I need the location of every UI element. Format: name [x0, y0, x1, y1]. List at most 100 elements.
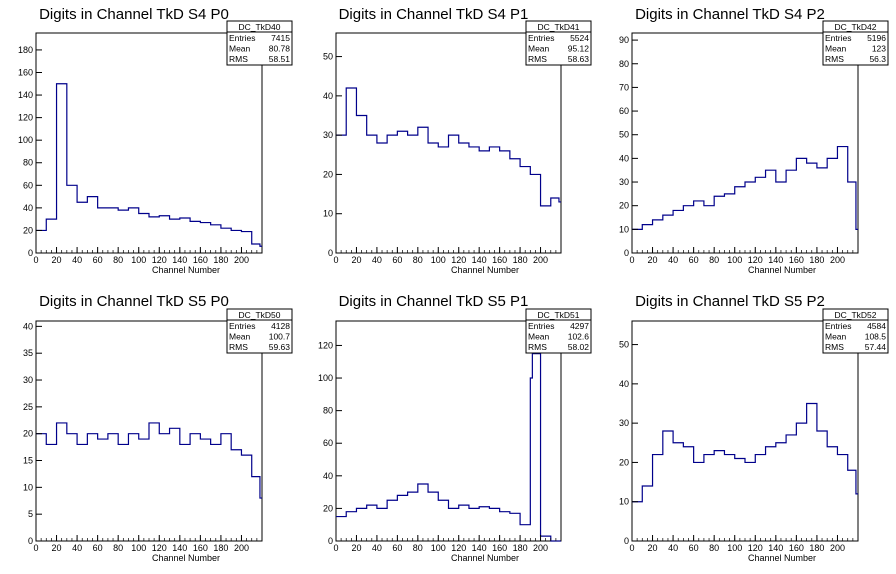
data-series-line [336, 87, 561, 207]
stats-label-mean: Mean [229, 332, 251, 342]
stats-value-mean: 100.7 [269, 332, 291, 342]
data-series-line [36, 422, 262, 499]
x-tick-label: 160 [492, 543, 507, 553]
x-tick-label: 200 [234, 255, 249, 265]
x-tick-label: 60 [689, 255, 699, 265]
x-tick-label: 80 [113, 543, 123, 553]
x-tick-label: 120 [748, 543, 763, 553]
x-tick-label: 0 [629, 543, 634, 553]
x-tick-label: 120 [451, 543, 466, 553]
y-tick-label: 20 [619, 457, 629, 467]
stats-value-mean: 123 [872, 44, 886, 54]
x-tick-label: 80 [709, 255, 719, 265]
y-tick-label: 50 [619, 130, 629, 140]
x-tick-label: 80 [413, 255, 423, 265]
x-tick-label: 200 [533, 543, 548, 553]
x-tick-label: 40 [668, 543, 678, 553]
chart-title: Digits in Channel TkD S5 P1 [339, 293, 529, 310]
y-tick-label: 35 [23, 348, 33, 358]
y-tick-label: 40 [323, 471, 333, 481]
x-tick-label: 140 [172, 255, 187, 265]
stats-name: DC_TkD52 [834, 310, 876, 320]
y-tick-label: 0 [328, 248, 333, 258]
y-tick-label: 40 [323, 91, 333, 101]
y-tick-label: 15 [23, 456, 33, 466]
stats-value-mean: 108.5 [865, 332, 887, 342]
stats-value-rms: 57.44 [865, 342, 887, 352]
chart-title: Digits in Channel TkD S5 P0 [39, 293, 229, 310]
x-tick-label: 100 [131, 255, 146, 265]
x-tick-label: 60 [93, 255, 103, 265]
y-tick-label: 20 [323, 169, 333, 179]
x-tick-label: 100 [431, 255, 446, 265]
y-tick-label: 140 [18, 90, 33, 100]
y-tick-label: 80 [23, 158, 33, 168]
x-tick-label: 120 [451, 255, 466, 265]
stats-box [822, 308, 889, 354]
chart-title: Digits in Channel TkD S4 P2 [635, 6, 825, 23]
y-tick-label: 40 [23, 203, 33, 213]
plot-frame [35, 32, 263, 254]
y-tick-label: 10 [619, 224, 629, 234]
y-tick-label: 30 [23, 375, 33, 385]
stats-value-entries: 4128 [271, 321, 290, 331]
stats-box [525, 308, 592, 354]
x-tick-label: 80 [113, 255, 123, 265]
x-axis-label: Channel Number [748, 265, 816, 275]
x-axis-label: Channel Number [748, 553, 816, 563]
x-tick-label: 160 [789, 255, 804, 265]
x-tick-label: 200 [830, 255, 845, 265]
stats-label-rms: RMS [528, 54, 547, 64]
stats-label-mean: Mean [528, 332, 550, 342]
y-tick-label: 180 [18, 45, 33, 55]
data-series-line [36, 83, 262, 247]
x-tick-label: 100 [727, 543, 742, 553]
x-tick-label: 140 [472, 543, 487, 553]
y-tick-label: 0 [624, 536, 629, 546]
x-tick-label: 20 [351, 255, 361, 265]
y-tick-label: 20 [23, 429, 33, 439]
y-tick-label: 50 [619, 340, 629, 350]
x-tick-label: 20 [52, 255, 62, 265]
stats-box [525, 20, 592, 66]
stats-label-rms: RMS [825, 342, 844, 352]
y-tick-label: 0 [624, 248, 629, 258]
x-tick-label: 200 [234, 543, 249, 553]
stats-name: DC_TkD41 [537, 22, 579, 32]
x-tick-label: 0 [33, 255, 38, 265]
stats-box [226, 308, 293, 354]
x-tick-label: 160 [492, 255, 507, 265]
x-tick-label: 60 [392, 255, 402, 265]
x-tick-label: 200 [830, 543, 845, 553]
stats-name: DC_TkD50 [238, 310, 280, 320]
y-tick-label: 5 [28, 509, 33, 519]
y-tick-label: 30 [323, 130, 333, 140]
stats-value-entries: 4297 [570, 321, 589, 331]
stats-value-rms: 59.63 [269, 342, 291, 352]
stats-label-entries: Entries [528, 321, 554, 331]
y-tick-label: 0 [328, 536, 333, 546]
y-tick-label: 160 [18, 67, 33, 77]
stats-value-entries: 5524 [570, 33, 589, 43]
y-tick-label: 25 [23, 402, 33, 412]
plot-frame [631, 32, 859, 254]
stats-value-entries: 4584 [867, 321, 886, 331]
data-series-line [632, 145, 858, 230]
x-tick-label: 0 [33, 543, 38, 553]
stats-label-entries: Entries [229, 321, 255, 331]
x-tick-label: 20 [351, 543, 361, 553]
stats-value-entries: 7415 [271, 33, 290, 43]
stats-value-mean: 102.6 [568, 332, 590, 342]
histogram-panel-5: Digits in Channel TkD S5 P20 20 40 60 80 100 1… [619, 293, 889, 563]
stats-label-mean: Mean [825, 44, 847, 54]
histogram-panel-1: Digits in Channel TkD S4 P10 20 40 60 80 100 1… [323, 6, 592, 275]
x-tick-label: 40 [72, 255, 82, 265]
x-tick-label: 140 [768, 543, 783, 553]
x-tick-label: 120 [152, 543, 167, 553]
y-tick-label: 30 [619, 177, 629, 187]
x-tick-label: 120 [748, 255, 763, 265]
stats-box [226, 20, 293, 66]
x-tick-label: 180 [809, 543, 824, 553]
stats-label-entries: Entries [528, 33, 554, 43]
x-tick-label: 0 [629, 255, 634, 265]
